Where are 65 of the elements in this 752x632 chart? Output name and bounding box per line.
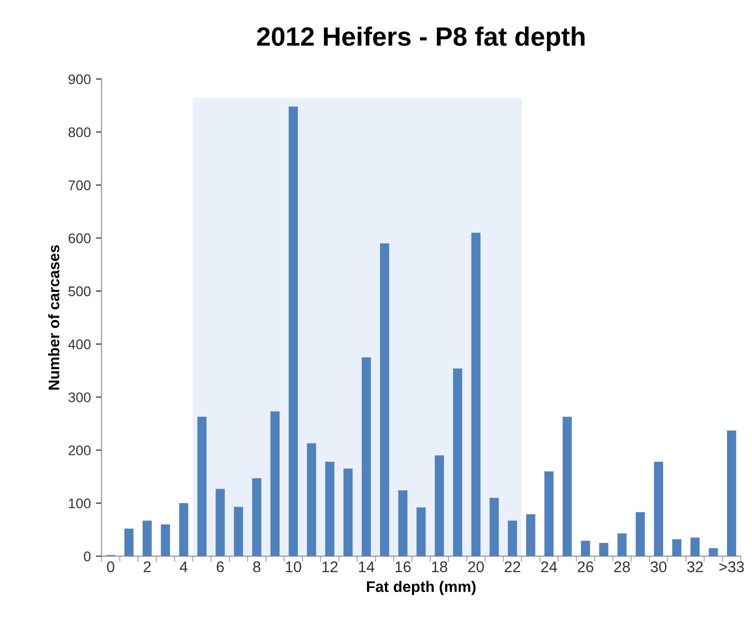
y-tick-label: 500 [68, 286, 91, 296]
y-tick-label: 600 [68, 233, 91, 244]
bar [562, 416, 572, 556]
x-tick-label: 20 [468, 561, 484, 572]
x-tick-label: 30 [650, 561, 666, 572]
bar [270, 411, 280, 556]
x-tick-label: 2 [144, 561, 151, 572]
y-tick-label: 0 [84, 551, 91, 562]
bar [580, 540, 590, 556]
y-tick-label: 100 [68, 498, 91, 508]
x-tick-label: 24 [541, 561, 558, 572]
bar [690, 538, 700, 556]
bar [124, 528, 134, 556]
bar [398, 490, 408, 556]
bar [708, 548, 718, 556]
x-tick-label: 18 [432, 561, 448, 572]
x-tick-label: 8 [253, 561, 260, 572]
x-tick-label: 16 [396, 561, 411, 572]
bar [160, 524, 170, 556]
x-axis-title: Fat depth (mm) [366, 580, 476, 596]
bar [216, 488, 225, 556]
bar [727, 430, 736, 556]
bar [344, 468, 353, 556]
x-tick-label: 4 [180, 562, 188, 572]
x-tick-label: >33 [719, 561, 744, 572]
chart-title: 2012 Heifers - P8 fat depth [257, 26, 584, 52]
x-tick-label: 26 [578, 561, 594, 572]
bar [434, 455, 444, 556]
bar [617, 533, 627, 556]
bar [325, 462, 334, 556]
bar [197, 416, 207, 556]
bar [362, 357, 371, 556]
x-tick-label: 10 [286, 561, 302, 572]
bar [490, 498, 499, 556]
bar [544, 471, 554, 556]
bar [306, 443, 316, 556]
bar [252, 478, 262, 556]
y-tick-label: 200 [68, 445, 91, 456]
bar [142, 520, 152, 556]
x-tick-label: 12 [322, 561, 338, 572]
bar [672, 539, 682, 556]
bar [471, 232, 480, 556]
y-tick-label: 900 [68, 74, 91, 84]
x-tick-label: 14 [359, 562, 374, 572]
bar [179, 503, 188, 556]
x-tick-label: 32 [687, 561, 703, 572]
bar [416, 507, 426, 556]
x-tick-label: 22 [504, 561, 520, 572]
x-tick-label: 28 [614, 561, 630, 572]
y-axis-title: Number of carcases [48, 245, 60, 390]
bar [288, 106, 298, 556]
bar [453, 368, 462, 556]
bar [508, 520, 517, 556]
y-tick-label: 800 [68, 127, 91, 138]
bar [636, 512, 645, 556]
y-tick-label: 400 [68, 339, 91, 350]
x-tick-label: 6 [216, 561, 224, 572]
y-tick-label: 700 [68, 180, 91, 190]
bar [234, 506, 244, 556]
bar [526, 514, 536, 556]
bar [654, 462, 664, 556]
y-tick-label: 300 [68, 392, 91, 402]
bar [599, 542, 608, 556]
bar [380, 243, 390, 556]
x-tick-label: 0 [107, 561, 114, 572]
